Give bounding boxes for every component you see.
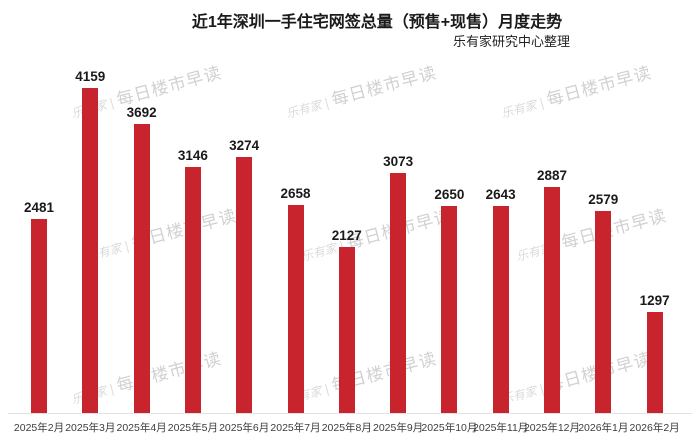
bar (82, 88, 99, 413)
bar-value-label: 2650 (434, 187, 465, 202)
x-axis-tick-label: 2025年11月 (473, 422, 529, 434)
bar-value-label: 3073 (383, 154, 414, 169)
x-axis-tick-label: 2025年6月 (219, 422, 270, 434)
bar-value-label: 3692 (126, 105, 157, 120)
bar (492, 206, 509, 413)
x-axis-tick-label: 2025年12月 (523, 422, 581, 434)
bar (595, 211, 612, 413)
bar (390, 173, 407, 413)
bar-value-label: 1297 (639, 293, 670, 308)
bar (646, 312, 663, 413)
bar (236, 157, 253, 413)
bar-value-label: 2579 (588, 192, 619, 207)
bar (338, 247, 355, 413)
bar-value-label: 3146 (177, 148, 208, 163)
bar (544, 187, 560, 413)
bar-value-label: 2127 (331, 228, 362, 243)
bar (441, 206, 458, 413)
bar (31, 219, 47, 413)
x-axis-tick-label: 2025年5月 (167, 422, 218, 434)
x-axis-tick-label: 2025年3月 (65, 422, 116, 434)
bar (133, 124, 150, 413)
x-axis-tick-label: 2026年1月 (578, 422, 629, 434)
x-axis-tick-label: 2025年10月 (421, 422, 478, 434)
bar-value-label: 2887 (536, 168, 568, 183)
bar-value-label: 3274 (229, 138, 260, 153)
chart-subtitle: 乐有家研究中心整理 (452, 34, 570, 49)
x-axis-line (8, 413, 692, 414)
x-axis-tick-label: 2025年9月 (372, 422, 424, 434)
x-axis-tick-label: 2025年7月 (270, 422, 321, 434)
chart-title: 近1年深圳一手住宅网签总量（预售+现售）月度走势 (191, 14, 563, 31)
x-axis-tick-label: 2025年2月 (13, 422, 65, 434)
bar-value-label: 2643 (485, 187, 516, 202)
x-axis-tick-label: 2025年4月 (116, 422, 167, 434)
bar-value-label: 2481 (23, 200, 55, 215)
bar (287, 205, 304, 413)
bar (184, 167, 201, 413)
x-axis-tick-label: 2026年2月 (629, 422, 680, 434)
x-axis-tick-label: 2025年8月 (321, 422, 372, 434)
bar-value-label: 4159 (75, 69, 106, 84)
bar-value-label: 2658 (280, 186, 311, 201)
